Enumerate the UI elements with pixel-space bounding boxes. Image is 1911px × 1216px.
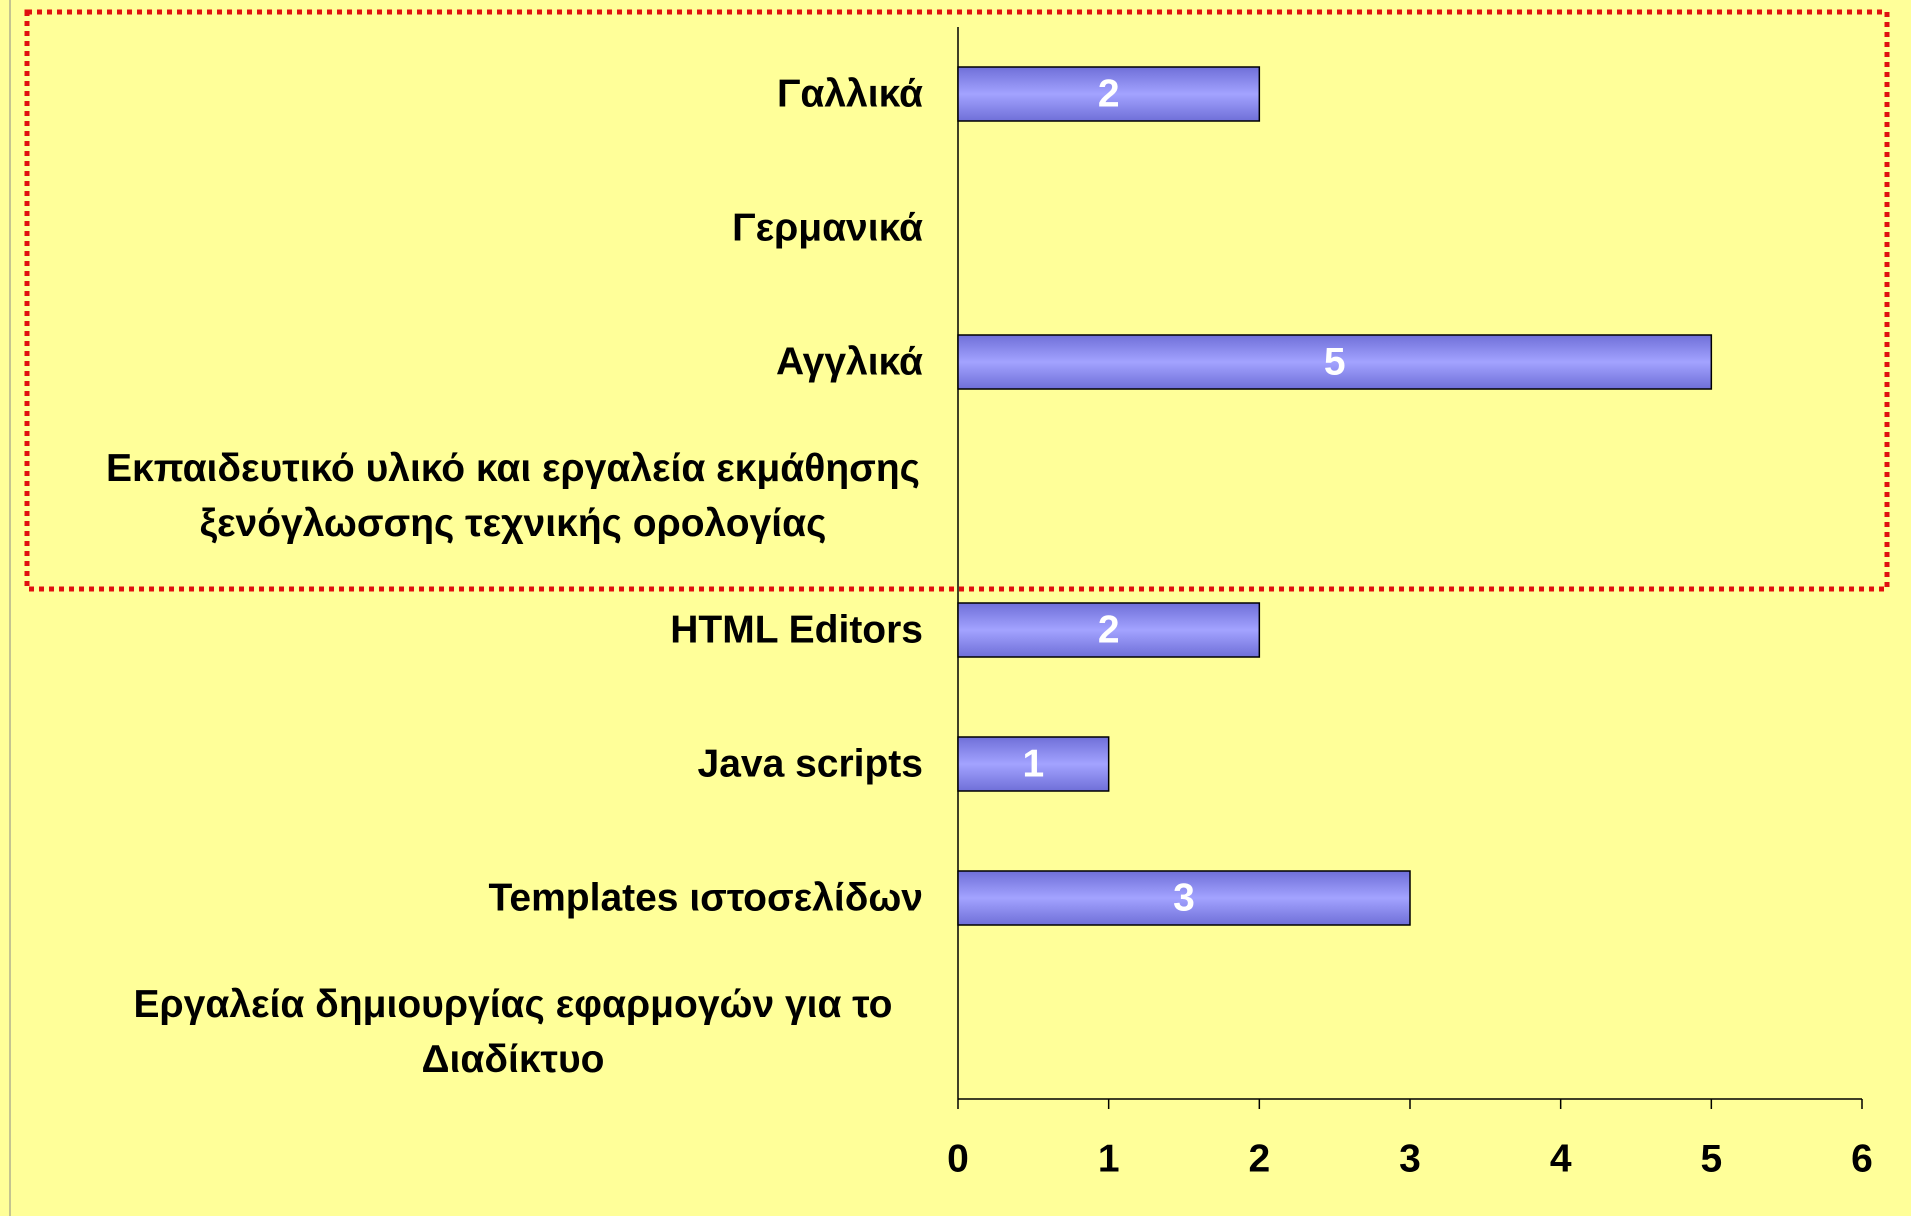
data-label: 1 — [1022, 742, 1044, 785]
bar — [957, 736, 1110, 792]
bar — [957, 334, 1713, 390]
x-tick-label: 2 — [1248, 1137, 1270, 1180]
category-label: Εκπαιδευτικό υλικό και εργαλεία εκμάθηση… — [103, 441, 923, 551]
category-text: Αγγλικά — [775, 340, 923, 384]
highlight-box — [24, 9, 1890, 592]
data-label: 2 — [1098, 608, 1120, 651]
x-tick-label: 6 — [1851, 1137, 1873, 1180]
bar — [957, 602, 1261, 658]
category-text: Γαλλικά — [776, 72, 923, 116]
category-text: HTML Editors — [670, 608, 923, 652]
category-text: Templates ιστοσελίδων — [488, 876, 923, 920]
x-tick-label: 1 — [1098, 1137, 1120, 1180]
category-text: Γερμανικά — [732, 206, 923, 250]
category-label: HTML Editors — [670, 603, 923, 658]
category-label: Γερμανικά — [732, 201, 923, 256]
x-tick-label: 4 — [1550, 1137, 1572, 1180]
category-label: Αγγλικά — [776, 335, 923, 390]
category-label: Templates ιστοσελίδων — [488, 871, 923, 926]
x-tick-label: 3 — [1399, 1137, 1421, 1180]
bar — [957, 870, 1411, 926]
category-text: Εκπαιδευτικό υλικό και εργαλεία εκμάθηση… — [106, 447, 920, 545]
x-tick-label: 5 — [1700, 1137, 1722, 1180]
category-text: Java scripts — [697, 742, 924, 786]
category-label: Java scripts — [698, 737, 924, 792]
category-label: Γαλλικά — [777, 67, 923, 122]
data-label: 3 — [1173, 876, 1195, 919]
category-text: Εργαλεία δημιουργίας εφαρμογών για το Δι… — [133, 983, 893, 1081]
data-label: 5 — [1324, 340, 1346, 383]
category-label: Εργαλεία δημιουργίας εφαρμογών για το Δι… — [103, 977, 923, 1087]
data-label: 2 — [1098, 72, 1120, 115]
x-tick-label: 0 — [947, 1137, 969, 1180]
bar — [957, 66, 1261, 122]
